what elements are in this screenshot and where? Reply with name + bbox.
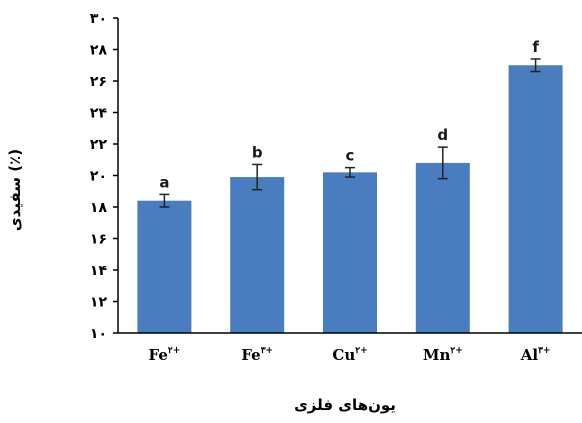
y-tick-label: ۱۴ [90, 263, 108, 279]
y-tick-label: ۱۲ [90, 295, 108, 311]
significance-letter-2: b [252, 143, 263, 161]
error-bars-layer [159, 58, 541, 208]
x-tick-label-1: Fe۲+ [149, 346, 181, 364]
y-tick-label: ۲۴ [90, 106, 108, 122]
x-tick-label-5: Al۳+ [520, 346, 551, 364]
y-tick-label: ۱۶ [90, 232, 107, 248]
x-tick-label-4: Mn۲+ [423, 346, 463, 364]
error-bar-1 [159, 193, 170, 208]
y-tick-label: ۲۶ [90, 74, 107, 90]
significance-labels-layer: a b c d f [159, 38, 539, 191]
error-bar-4 [437, 146, 448, 180]
significance-letter-3: c [346, 147, 355, 165]
significance-letter-5: f [532, 38, 539, 56]
x-tick-label-3: Cu۲+ [332, 346, 367, 364]
x-tick-label-2: Fe۳+ [241, 346, 273, 364]
error-bar-2 [252, 163, 263, 191]
bar-5 [508, 65, 563, 333]
y-tick-label: ۲۸ [90, 43, 108, 59]
x-tick-labels-layer: Fe۲+ Fe۳+ Cu۲+ Mn۲+ Al۳+ [149, 346, 551, 364]
x-axis-title: یون‌های فلزی [294, 396, 396, 414]
y-ticks-layer: ۱۰ ۱۲ ۱۴ ۱۶ ۱۸ ۲۰ ۲۲ ۲۴ ۲۶ ۲۸ ۳۰ [90, 11, 118, 342]
bar-3 [323, 172, 377, 333]
y-tick-label: ۱۸ [90, 200, 108, 216]
y-tick-label: ۲۲ [90, 137, 108, 153]
bar-2 [230, 177, 285, 333]
significance-letter-1: a [159, 173, 169, 191]
significance-letter-4: d [437, 126, 448, 144]
y-tick-label: ۳۰ [90, 11, 107, 27]
y-tick-label: ۲۰ [90, 169, 107, 185]
error-bar-3 [345, 166, 355, 178]
error-bar-5 [530, 58, 541, 73]
bar-1 [137, 200, 192, 333]
bar-4 [415, 162, 470, 333]
y-tick-label: ۱۰ [90, 326, 107, 342]
y-axis-title: سفیدی (٪) [6, 149, 24, 231]
bars-layer [137, 65, 563, 333]
